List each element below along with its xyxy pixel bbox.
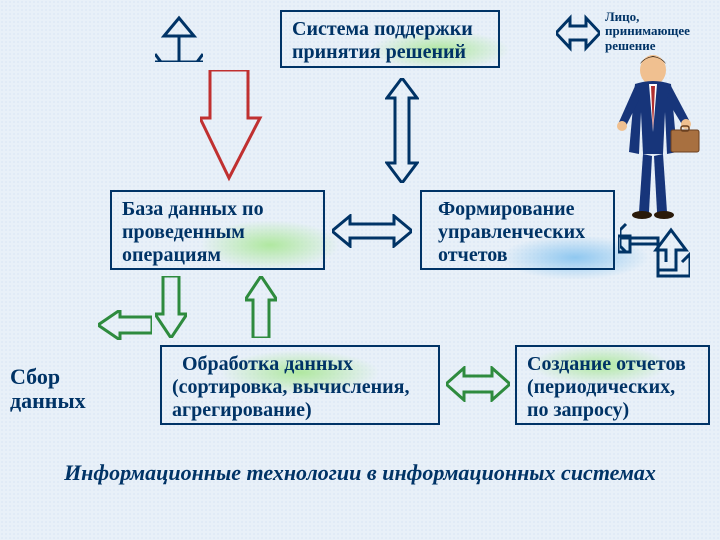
- arrow-reports-dm: [618, 222, 690, 282]
- title-box: Система поддержки принятия решений: [280, 10, 500, 68]
- processing-box: Обработка данных (сортировка, вычисления…: [160, 345, 440, 425]
- arrow-db-to-title-hook: [155, 14, 203, 62]
- title-line1: Система поддержки: [292, 18, 473, 40]
- arrow-dm-bi: [556, 14, 600, 52]
- arrow-title-reports-bi: [385, 78, 419, 183]
- arrow-title-to-db: [200, 70, 270, 185]
- db-box: База данных по проведенным операциям: [110, 190, 325, 270]
- title-line2: принятия решений: [292, 41, 466, 63]
- caption-text: Информационные технологии в информационн…: [0, 460, 720, 486]
- collect-label: Сбор данных: [10, 365, 86, 413]
- arrow-db-to-proc: [155, 276, 187, 338]
- decision-maker-label: Лицо, принимающее решение: [605, 10, 690, 53]
- arrow-proc-create-bi: [446, 366, 510, 402]
- reports-box: Формирование управленческих отчетов: [420, 190, 615, 270]
- arrow-db-reports-bi: [332, 214, 412, 248]
- businessman-icon: [605, 52, 705, 227]
- arrow-collect-to-db: [98, 310, 152, 340]
- arrow-proc-to-db: [245, 276, 277, 338]
- create-reports-box: Создание отчетов (периодических, по запр…: [515, 345, 710, 425]
